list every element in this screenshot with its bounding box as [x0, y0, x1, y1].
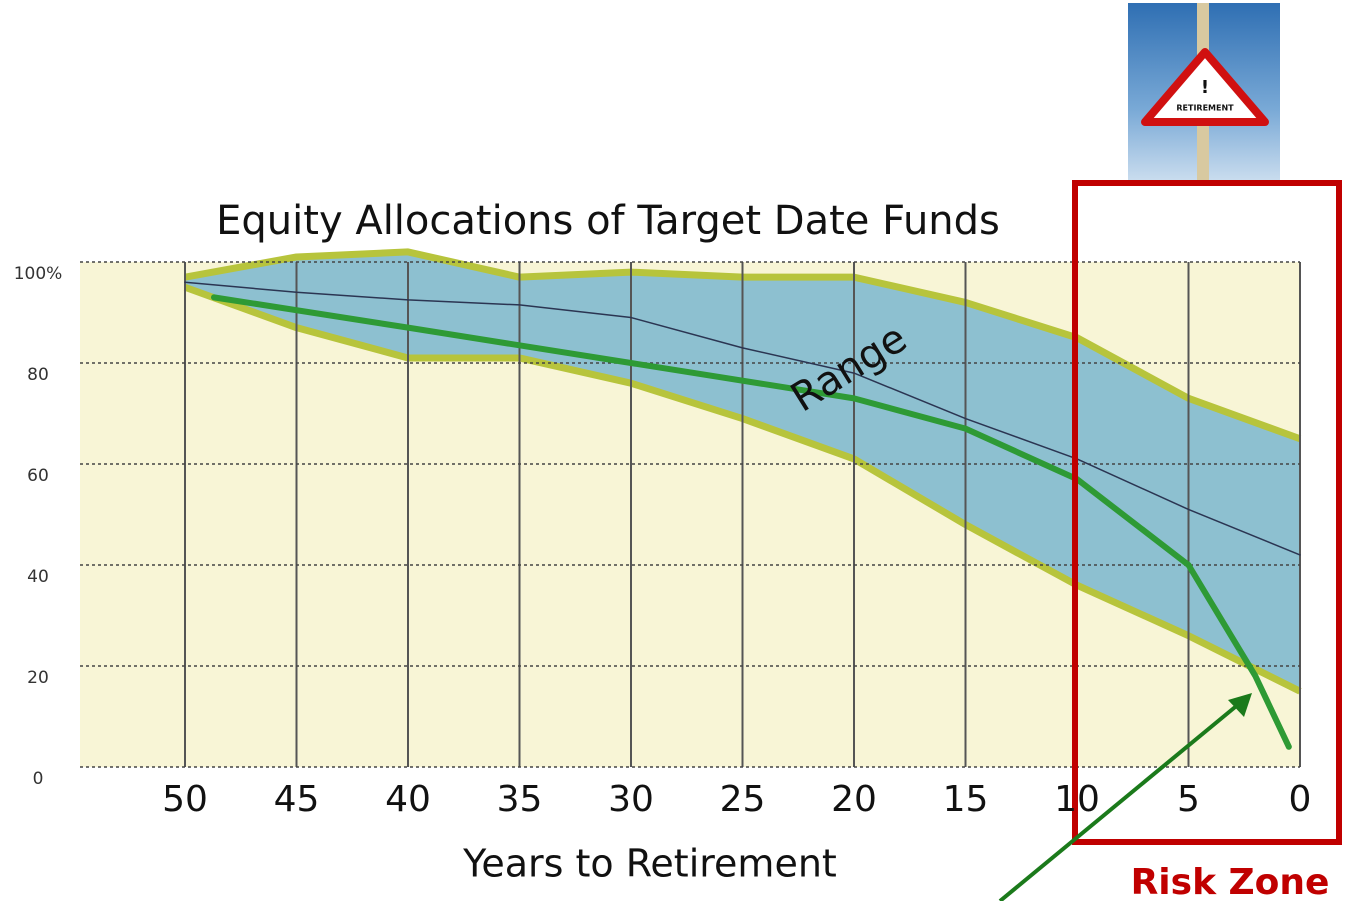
- x-tick-label: 45: [274, 779, 320, 820]
- x-tick-label: 15: [943, 779, 989, 820]
- y-tick-label: 0: [33, 769, 44, 789]
- y-tick-label: 100%: [14, 264, 63, 284]
- x-tick-label: 0: [1289, 779, 1312, 820]
- y-tick-label: 60: [27, 466, 49, 486]
- x-tick-label: 50: [162, 779, 208, 820]
- x-axis-label: Years to Retirement: [462, 842, 837, 886]
- x-tick-label: 5: [1177, 779, 1200, 820]
- x-tick-label: 25: [720, 779, 766, 820]
- sign-symbol: !: [1201, 77, 1209, 98]
- y-tick-label: 80: [27, 365, 49, 385]
- chart-title: Equity Allocations of Target Date Funds: [216, 198, 1000, 244]
- chart: Equity Allocations of Target Date Funds …: [0, 0, 1345, 901]
- risk-zone-label: Risk Zone: [1131, 862, 1330, 901]
- sign-label: RETIREMENT: [1176, 104, 1234, 113]
- y-tick-label: 40: [27, 567, 49, 587]
- y-tick-label: 20: [27, 668, 49, 688]
- x-tick-label: 10: [1054, 779, 1100, 820]
- x-tick-label: 35: [497, 779, 543, 820]
- retirement-sign: ! RETIREMENT: [1128, 3, 1280, 180]
- x-tick-label: 30: [608, 779, 654, 820]
- x-tick-label: 20: [831, 779, 877, 820]
- x-tick-label: 40: [385, 779, 431, 820]
